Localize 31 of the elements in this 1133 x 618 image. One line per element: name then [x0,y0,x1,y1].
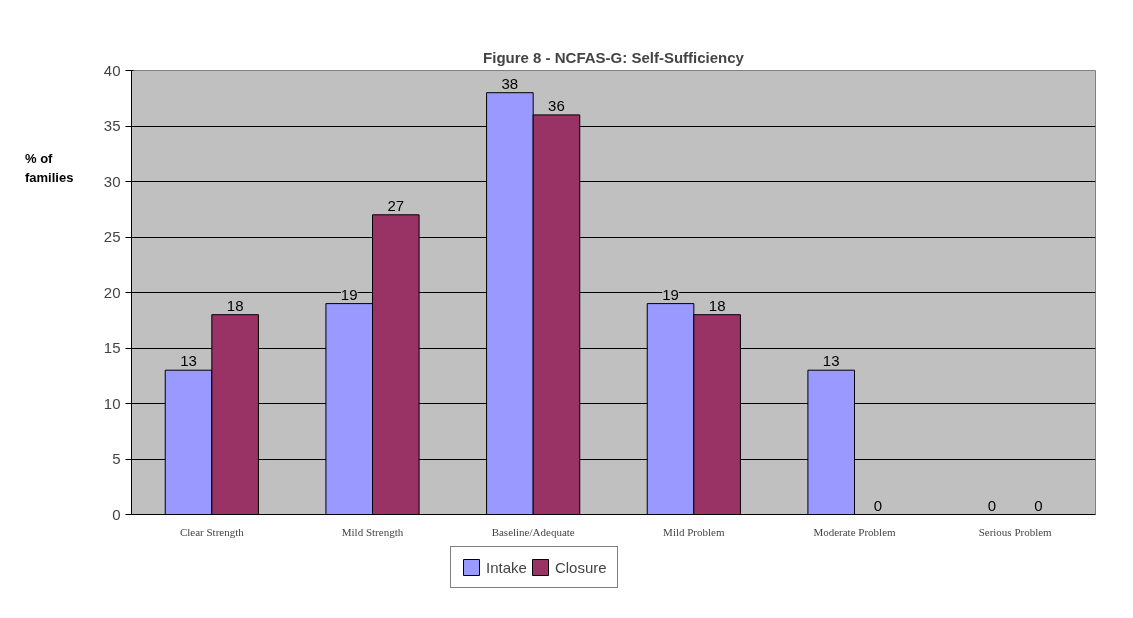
x-tick-label: Baseline/Adequate [491,525,575,538]
x-tick-label: Clear Strength [179,525,245,538]
data-label: 0 [987,496,997,514]
y-tick-label: 0 [112,505,121,523]
y-tick-label: 30 [103,172,121,190]
data-label: 38 [501,74,519,92]
y-tick-label: 40 [103,61,121,79]
x-tick-label: Serious Problem [978,525,1053,538]
y-tick-label: 35 [103,117,121,134]
x-tick-label: Mild Strength [341,525,404,538]
x-tick-label: Mild Problem [663,525,725,538]
chart-title: Figure 8 - NCFAS-G: Self-Sufficiency [483,48,745,66]
x-tick-label: Moderate Problem [813,525,897,538]
y-tick-label: 15 [103,339,121,356]
data-label: 27 [387,196,405,214]
data-label: 0 [1034,496,1043,514]
data-label: 18 [226,296,244,314]
legend-label: Intake [486,558,527,576]
y-tick-label: 5 [112,450,121,467]
data-label: 19 [340,285,358,303]
data-label: 13 [180,352,197,370]
legend-label: Closure [554,558,607,576]
y-tick-label: 10 [103,394,121,412]
data-label: 36 [548,96,565,114]
data-label: 18 [708,296,726,314]
y-axis-title: % of families [25,150,75,187]
data-label: 13 [822,352,840,370]
y-tick-label: 25 [103,228,121,245]
y-tick-label: 20 [103,283,121,301]
data-label: 19 [662,285,679,303]
data-label: 0 [873,496,882,514]
